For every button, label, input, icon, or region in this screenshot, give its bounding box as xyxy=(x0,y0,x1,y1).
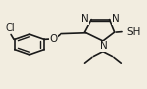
Text: Cl: Cl xyxy=(6,23,16,33)
Text: N: N xyxy=(112,14,120,24)
Text: O: O xyxy=(50,34,58,44)
Text: N: N xyxy=(100,41,107,51)
Text: SH: SH xyxy=(126,27,141,37)
Text: N: N xyxy=(81,14,88,24)
